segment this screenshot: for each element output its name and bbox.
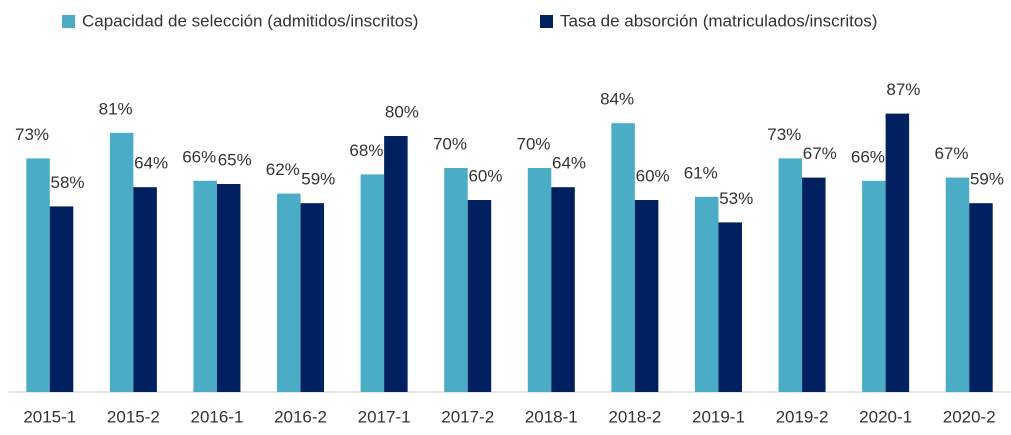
value-label: 81%: [99, 99, 133, 118]
bar: [862, 180, 886, 392]
bar: [300, 203, 325, 392]
value-label: 64%: [134, 154, 168, 173]
bar: [467, 200, 492, 392]
x-tick-label: 2017-2: [441, 407, 494, 426]
value-label: 67%: [934, 144, 968, 163]
legend-swatch: [62, 15, 75, 28]
x-tick-label: 2015-2: [107, 407, 160, 426]
x-tick-label: 2016-1: [190, 407, 243, 426]
value-label: 67%: [803, 144, 837, 163]
bar: [718, 222, 742, 392]
bar: [444, 168, 468, 392]
x-tick-label: 2019-1: [692, 407, 745, 426]
bar: [193, 180, 217, 392]
value-label: 61%: [684, 163, 718, 182]
x-tick-label: 2020-1: [859, 407, 912, 426]
x-tick-label: 2015-1: [23, 407, 76, 426]
value-label: 66%: [182, 147, 216, 166]
x-tick-label: 2020-2: [943, 407, 996, 426]
value-label: 84%: [600, 90, 634, 109]
value-label: 58%: [51, 173, 85, 192]
value-label: 59%: [301, 170, 335, 189]
bar: [26, 158, 50, 392]
bar: [694, 196, 719, 392]
bar: [551, 187, 575, 392]
bar: [634, 200, 659, 392]
value-label: 87%: [886, 80, 920, 99]
bar: [277, 193, 301, 392]
value-label: 70%: [433, 134, 467, 153]
bar: [945, 177, 970, 392]
legend-label: Tasa de absorción (matriculados/inscrito…: [560, 11, 877, 30]
value-label: 60%: [636, 166, 670, 185]
value-label: 70%: [517, 134, 551, 153]
bar: [778, 158, 803, 392]
bar: [216, 184, 241, 392]
value-label: 73%: [15, 125, 49, 144]
x-tick-label: 2018-2: [608, 407, 661, 426]
bar: [802, 177, 826, 392]
bar: [527, 168, 552, 392]
value-label: 66%: [851, 147, 885, 166]
value-label: 65%: [218, 150, 252, 169]
x-tick-label: 2017-1: [358, 407, 411, 426]
value-label: 80%: [385, 102, 419, 121]
value-label: 62%: [266, 160, 300, 179]
value-label: 64%: [552, 154, 586, 173]
x-tick-label: 2019-2: [776, 407, 829, 426]
bar: [109, 132, 134, 393]
bar: [885, 113, 910, 392]
x-tick-label: 2016-2: [274, 407, 327, 426]
legend-label: Capacidad de selección (admitidos/inscri…: [82, 11, 418, 30]
bar: [384, 136, 408, 392]
bar: [969, 203, 993, 392]
value-label: 73%: [767, 125, 801, 144]
x-tick-label: 2018-1: [525, 407, 578, 426]
bar: [49, 206, 74, 392]
legend-swatch: [540, 15, 553, 28]
bar: [133, 187, 157, 392]
value-label: 59%: [970, 170, 1004, 189]
value-label: 68%: [349, 141, 383, 160]
bar: [611, 123, 635, 392]
value-label: 53%: [719, 189, 753, 208]
bar: [360, 174, 385, 392]
value-label: 60%: [468, 166, 502, 185]
